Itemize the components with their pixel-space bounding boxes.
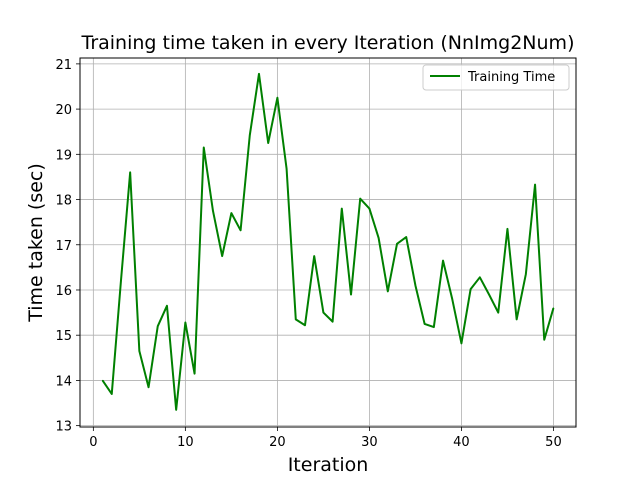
data-point <box>212 210 214 212</box>
x-tick-label: 50 <box>545 435 562 450</box>
legend-box <box>422 64 570 91</box>
x-axis-title: Iteration <box>288 454 369 476</box>
data-point <box>470 288 472 290</box>
y-tick-label: 21 <box>55 58 72 73</box>
data-point <box>405 236 407 238</box>
data-point <box>516 318 518 320</box>
x-tick-label: 20 <box>269 435 286 450</box>
axis-ticks: 0 10 20 30 40 50 13 14 15 16 17 18 19 20 21 <box>55 58 561 450</box>
data-point <box>147 386 150 388</box>
data-point <box>304 324 306 326</box>
y-tick-label: 18 <box>55 194 72 209</box>
x-tick-label: 30 <box>361 435 378 450</box>
data-point <box>285 168 288 170</box>
data-point <box>258 73 260 75</box>
y-tick-label: 15 <box>55 329 72 344</box>
data-point <box>387 290 389 292</box>
data-point <box>534 184 536 186</box>
legend: Training Time <box>422 64 570 91</box>
y-axis-title: Time taken (sec) <box>25 163 47 323</box>
data-point <box>378 237 380 239</box>
data-point <box>543 339 545 341</box>
data-point <box>525 273 527 275</box>
legend-label: Training Time <box>467 70 555 85</box>
data-point <box>479 276 481 278</box>
plot-frame <box>79 57 577 428</box>
data-point <box>276 97 278 99</box>
series-line-training-time <box>101 72 555 411</box>
data-point <box>120 280 122 282</box>
y-tick-label: 17 <box>55 239 72 254</box>
data-point <box>221 255 223 257</box>
x-tick-label: 10 <box>177 435 194 450</box>
y-tick-label: 14 <box>55 374 72 389</box>
data-point <box>460 342 463 344</box>
data-point <box>239 229 242 231</box>
y-tick-label: 20 <box>55 103 72 118</box>
data-point <box>175 409 177 411</box>
data-point <box>230 212 232 214</box>
data-point <box>193 373 196 375</box>
data-point <box>396 243 398 245</box>
data-point <box>295 318 297 320</box>
data-point <box>249 134 251 136</box>
data-point <box>552 307 555 309</box>
chart-title: Training time taken in every Iteration (… <box>81 32 575 54</box>
data-point <box>322 311 324 314</box>
data-point <box>111 393 113 395</box>
data-point <box>138 350 140 352</box>
data-point <box>166 305 168 307</box>
data-point <box>442 259 444 262</box>
grid-lines <box>80 58 576 427</box>
data-point <box>129 171 131 174</box>
data-point <box>341 207 343 210</box>
data-point <box>506 228 509 230</box>
data-point <box>359 198 361 200</box>
data-point <box>368 207 371 210</box>
y-tick-label: 13 <box>55 420 72 435</box>
data-point <box>424 323 426 325</box>
data-point <box>414 284 417 287</box>
data-point <box>184 321 186 324</box>
data-point <box>433 326 435 328</box>
data-point <box>203 146 205 149</box>
data-point <box>332 321 334 323</box>
data-point <box>267 142 269 144</box>
data-point <box>488 293 490 296</box>
x-tick-label: 0 <box>89 435 97 450</box>
data-point <box>451 298 453 300</box>
data-point <box>350 293 352 296</box>
x-tick-label: 40 <box>453 435 470 450</box>
data-point <box>157 325 159 327</box>
data-point <box>313 255 315 257</box>
data-point <box>497 311 499 314</box>
series-layer <box>101 72 555 411</box>
y-tick-label: 19 <box>55 148 72 163</box>
data-point <box>101 379 104 382</box>
y-tick-label: 16 <box>55 284 72 299</box>
